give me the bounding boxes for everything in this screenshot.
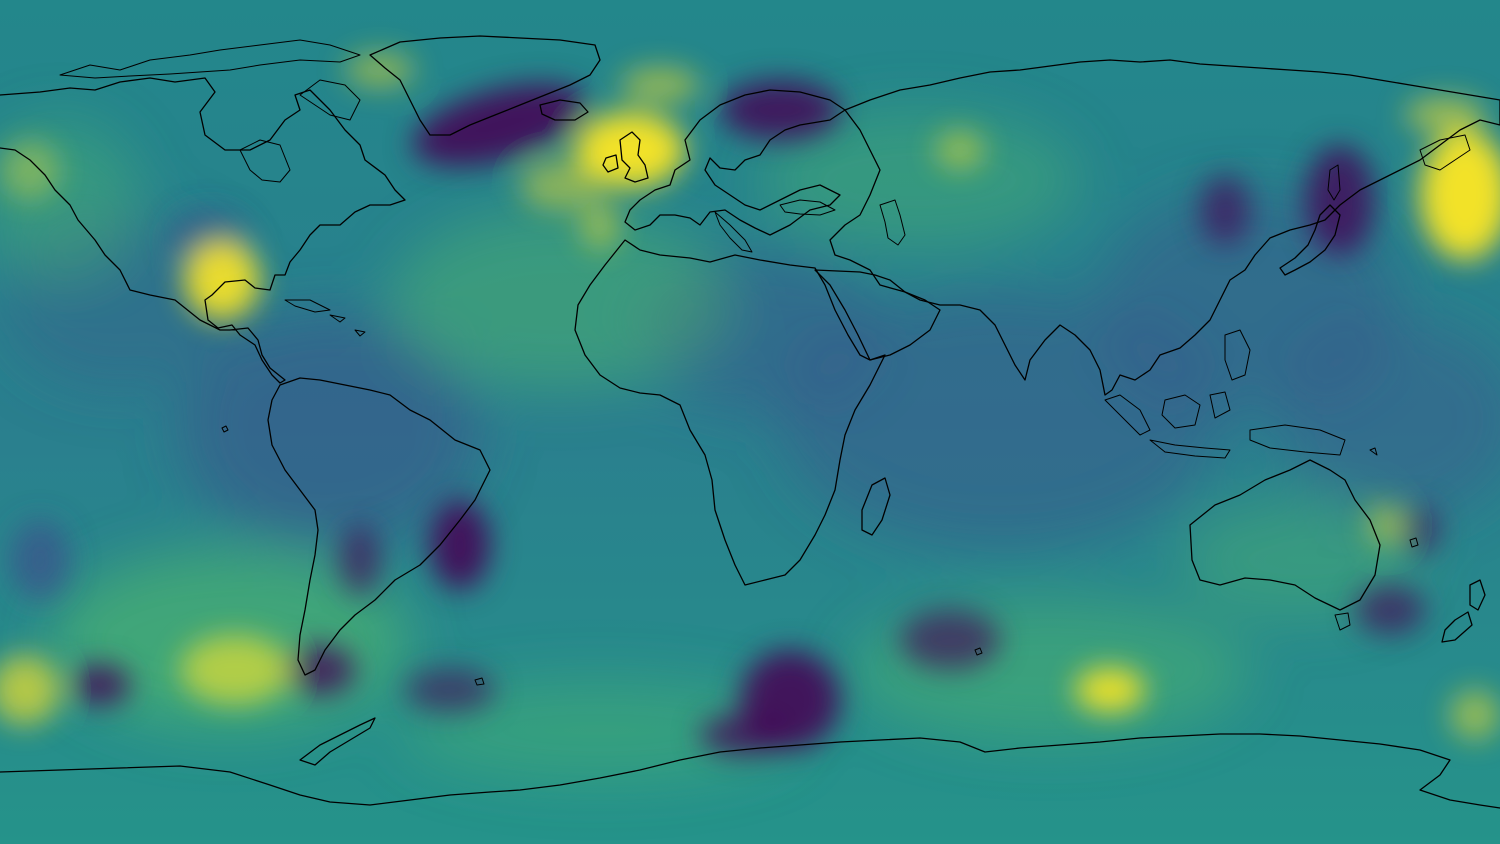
- south-america-coastline: [267, 377, 491, 676]
- kamchatka-coastline: [1419, 134, 1471, 171]
- australia-coastline: [1189, 459, 1381, 611]
- antarctic-peninsula-coastline: [299, 717, 376, 766]
- caspian-sea-coastline: [879, 199, 906, 246]
- caribbean-islands-coastline: [284, 299, 366, 337]
- antarctica-coastline: [0, 733, 1500, 809]
- iceland-coastline: [539, 99, 589, 121]
- japan-coastline: [1279, 204, 1341, 276]
- small-islands-coastline: [221, 425, 1419, 686]
- tasmania-coastline: [1334, 612, 1351, 631]
- greenland-coastline: [369, 35, 601, 136]
- asia-coastline: [829, 59, 1500, 396]
- coastlines: [0, 35, 1500, 809]
- baffin-island-coastline: [299, 79, 361, 121]
- north-america-coastline: [0, 77, 406, 384]
- africa-coastline: [574, 239, 886, 586]
- madagascar-coastline: [861, 477, 891, 536]
- arabian-peninsula-coastline: [814, 269, 941, 361]
- southeast-asia-islands-coastline: [1104, 329, 1346, 459]
- europe-coastline: [624, 89, 846, 236]
- black-sea-coastline: [779, 199, 836, 216]
- sakhalin-coastline: [1327, 164, 1341, 201]
- british-isles-coastline: [602, 131, 649, 183]
- hudson-bay-coastline: [239, 139, 291, 183]
- italy-coastline: [714, 211, 753, 253]
- new-zealand-coastline: [1441, 579, 1486, 643]
- arctic-islands-coastline: [59, 39, 361, 79]
